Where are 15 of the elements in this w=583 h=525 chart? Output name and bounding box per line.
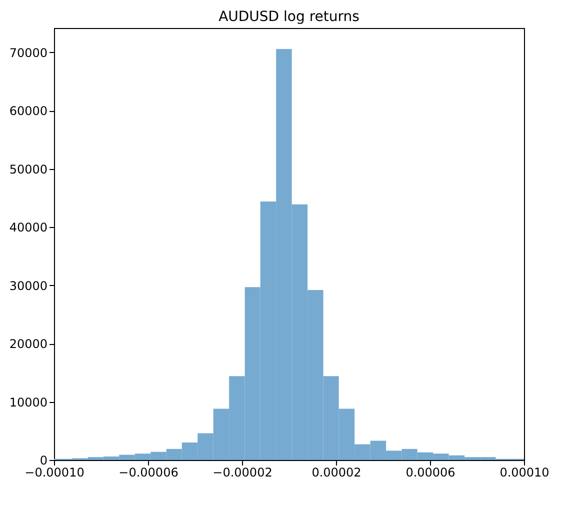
y-tick-label: 30000 [9,278,48,293]
y-tick-label: 70000 [9,46,48,60]
chart-title: AUDUSD log returns [218,9,360,25]
x-tick-label: 0.00010 [500,466,550,480]
x-tick-label: −0.00006 [118,466,178,480]
x-tick-label: −0.00010 [24,466,84,480]
y-tick-label: 10000 [9,395,48,410]
x-tick-label: −0.00002 [212,466,272,480]
x-tick-label: 0.00006 [406,466,456,480]
x-tick-label: 0.00002 [312,466,362,480]
y-tick-label: 20000 [9,337,48,352]
y-tick-label: 60000 [9,104,48,118]
y-tick-label: 50000 [9,162,48,176]
y-tick-label: 40000 [9,220,48,235]
y-tick-label: 0 [40,454,48,468]
